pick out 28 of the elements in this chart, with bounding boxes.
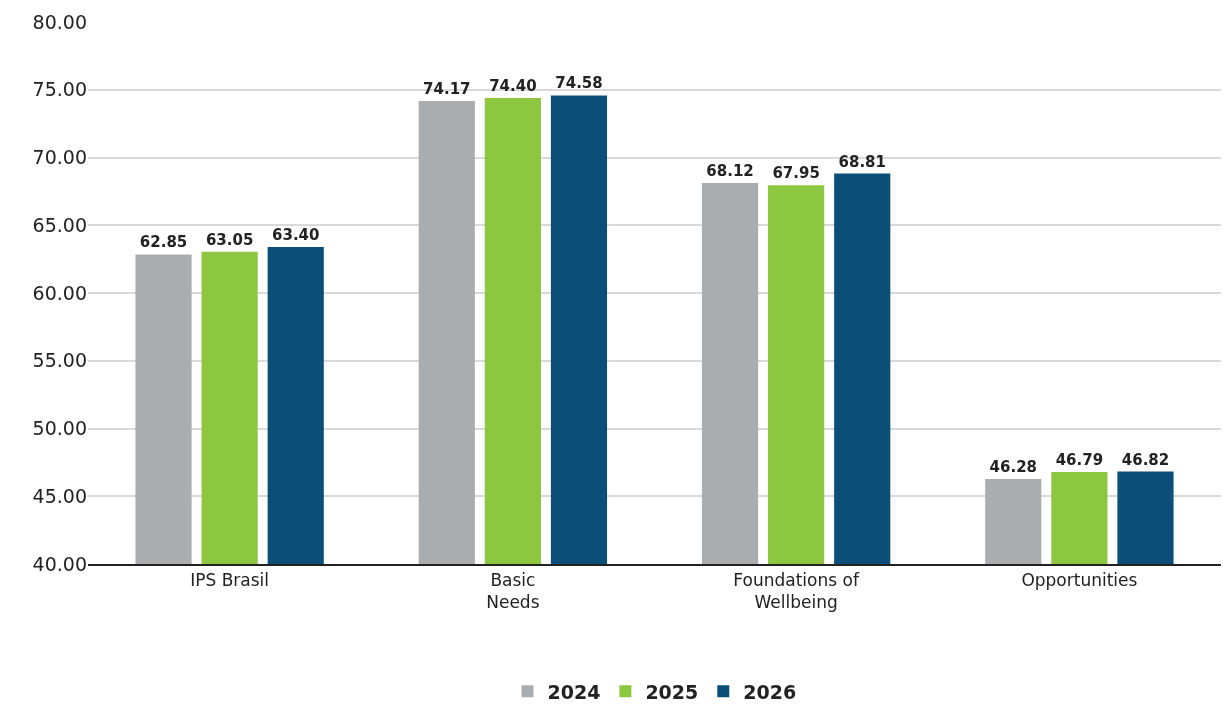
data-label: 63.40	[271, 225, 320, 244]
x-tick-label: IPS Brasil	[190, 570, 270, 591]
y-tick-label: 55.00	[32, 349, 87, 372]
data-label: 68.81	[838, 152, 886, 171]
x-tick-label: Foundations of Wellbeing	[733, 570, 860, 613]
y-tick-label: 45.00	[32, 484, 87, 507]
y-tick-label: 75.00	[32, 78, 87, 101]
data-label: 46.28	[989, 457, 1038, 476]
y-tick-label: 60.00	[32, 281, 87, 304]
data-label: 68.12	[706, 161, 754, 180]
data-label: 46.79	[1055, 451, 1104, 469]
y-tick-label: 65.00	[32, 213, 87, 236]
legend-label: 2024	[547, 680, 601, 703]
x-tick-label: Basic Needs	[486, 570, 540, 613]
y-tick-label: 50.00	[32, 417, 87, 440]
data-label: 74.17	[423, 80, 471, 98]
y-tick-label: 40.00	[32, 552, 87, 575]
y-tick-label: 70.00	[32, 146, 87, 169]
y-tick-label: 80.00	[32, 10, 87, 33]
data-label: 67.95	[772, 164, 820, 183]
data-label: 74.58	[555, 74, 603, 93]
legend-label: 2026	[743, 680, 797, 703]
data-label: 62.85	[139, 233, 188, 252]
x-tick-label: Opportunities	[1021, 570, 1138, 591]
data-label: 63.05	[205, 230, 254, 249]
data-label: 46.82	[1121, 450, 1170, 469]
legend-label: 2025	[645, 680, 699, 703]
data-label: 74.40	[489, 76, 537, 95]
